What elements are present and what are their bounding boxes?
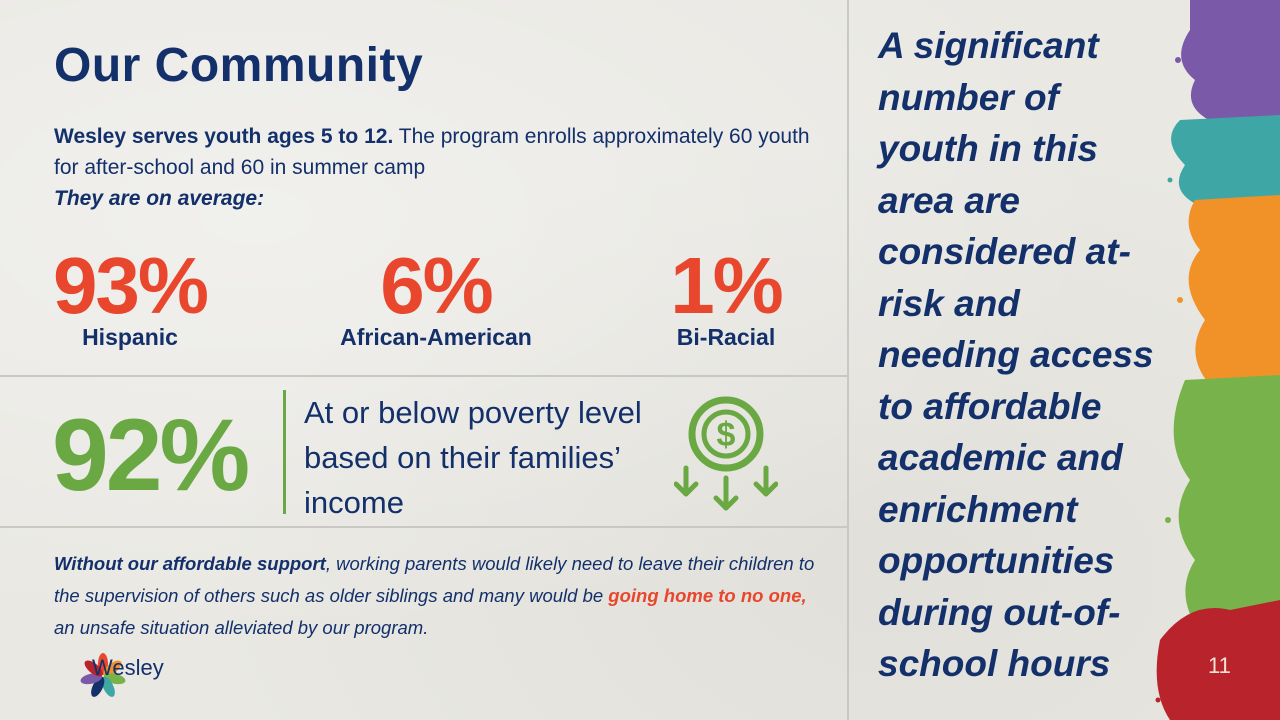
footnote-highlight: going home to no one, xyxy=(608,585,807,606)
horizontal-divider-top xyxy=(0,375,848,377)
stat-bi-racial: 1% Bi-Racial xyxy=(660,246,792,351)
stat-value: 93% xyxy=(52,241,209,330)
stat-value: 6% xyxy=(380,241,494,330)
intro-paragraph: Wesley serves youth ages 5 to 12. The pr… xyxy=(54,121,814,214)
intro-lead: They are on average: xyxy=(54,187,265,210)
slide-title: Our Community xyxy=(54,39,424,92)
stat-african-american: 6% African-American xyxy=(318,246,554,351)
vertical-divider xyxy=(847,0,849,720)
intro-text: The program enrolls approximately 60 you… xyxy=(54,125,810,179)
stat-value: 1% xyxy=(670,241,784,330)
stat-label: Hispanic xyxy=(82,324,178,350)
intro-bold: Wesley serves youth ages 5 to 12. xyxy=(54,125,394,148)
dollar-coin-down-arrows-icon: $ xyxy=(674,396,778,511)
poverty-separator xyxy=(283,390,286,514)
footnote-text-1: , working parents would likely need to l… xyxy=(54,553,815,606)
horizontal-divider-bottom xyxy=(0,526,848,528)
footnote-text-2: an unsafe situation alleviated by our pr… xyxy=(54,617,429,638)
page-number: 11 xyxy=(1208,653,1231,678)
stat-label: Bi-Racial xyxy=(676,324,776,350)
footnote-bold: Without our affordable support xyxy=(54,553,326,574)
side-callout: A significant number of youth in this ar… xyxy=(878,25,1154,684)
paint-splash-decoration xyxy=(1155,0,1280,720)
stat-hispanic: 93% Hispanic xyxy=(50,246,210,351)
pinwheel-logo-icon xyxy=(80,653,126,697)
poverty-value: 92% xyxy=(52,398,250,512)
stat-label: African-American xyxy=(340,324,532,350)
poverty-description: At or below poverty level based on their… xyxy=(304,395,642,520)
svg-text:$: $ xyxy=(717,416,736,454)
footnote-paragraph: Without our affordable support, working … xyxy=(54,548,824,644)
logo-wordmark: Wesley xyxy=(92,655,164,680)
